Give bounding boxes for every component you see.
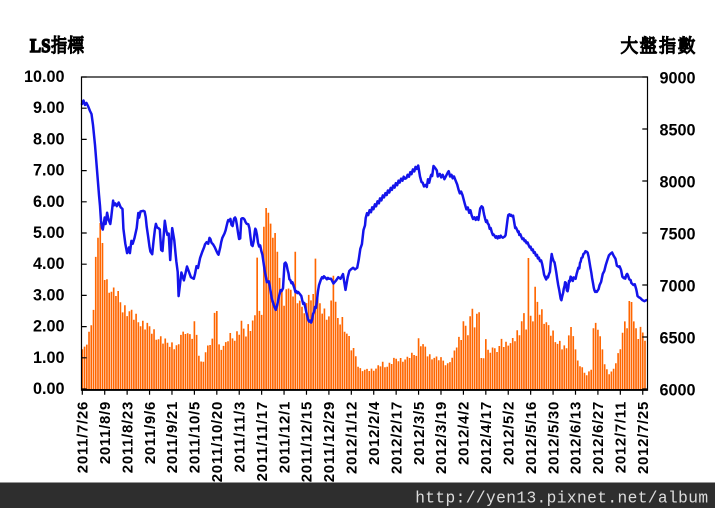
svg-text:2011/11/17: 2011/11/17 (254, 401, 271, 481)
svg-text:2012/5/2: 2012/5/2 (500, 401, 517, 465)
svg-text:8.00: 8.00 (33, 130, 65, 148)
svg-text:9.00: 9.00 (33, 99, 65, 117)
svg-text:3.00: 3.00 (33, 286, 65, 304)
svg-text:2012/4/17: 2012/4/17 (478, 401, 495, 474)
svg-text:http://yen13.pixnet.net/album: http://yen13.pixnet.net/album (415, 490, 708, 508)
svg-text:7.00: 7.00 (33, 162, 65, 180)
svg-text:2011/9/21: 2011/9/21 (164, 401, 181, 473)
svg-text:6000: 6000 (660, 382, 696, 400)
svg-text:6.00: 6.00 (33, 193, 65, 211)
svg-text:2.00: 2.00 (33, 318, 65, 336)
svg-text:7000: 7000 (660, 278, 696, 296)
svg-text:2011/12/1: 2011/12/1 (276, 401, 293, 473)
svg-text:4.00: 4.00 (33, 255, 65, 273)
svg-text:0.00: 0.00 (33, 380, 65, 398)
svg-text:2012/2/4: 2012/2/4 (366, 401, 383, 465)
svg-text:8500: 8500 (660, 122, 696, 140)
svg-text:6500: 6500 (660, 330, 696, 348)
svg-text:2011/7/26: 2011/7/26 (75, 401, 92, 473)
svg-text:2011/12/15: 2011/12/15 (299, 401, 316, 482)
svg-text:5.00: 5.00 (33, 224, 65, 242)
svg-text:2012/3/5: 2012/3/5 (411, 401, 428, 465)
svg-text:2012/6/27: 2012/6/27 (590, 401, 607, 474)
svg-text:2012/6/13: 2012/6/13 (568, 401, 585, 474)
svg-text:2012/3/19: 2012/3/19 (433, 401, 450, 474)
svg-text:2012/1/12: 2012/1/12 (344, 401, 361, 474)
svg-text:10.00: 10.00 (24, 68, 65, 86)
svg-text:2012/2/17: 2012/2/17 (388, 401, 405, 474)
svg-text:2012/7/25: 2012/7/25 (635, 401, 652, 474)
svg-text:2011/10/5: 2011/10/5 (187, 401, 204, 473)
svg-text:2011/12/29: 2011/12/29 (321, 401, 338, 482)
svg-text:1.00: 1.00 (33, 349, 65, 367)
svg-text:2012/7/11: 2012/7/11 (613, 401, 630, 473)
svg-text:2011/9/6: 2011/9/6 (142, 401, 159, 464)
svg-text:7500: 7500 (660, 226, 696, 244)
svg-text:9000: 9000 (660, 70, 696, 88)
svg-text:2011/11/3: 2011/11/3 (231, 401, 248, 472)
svg-text:2011/10/20: 2011/10/20 (209, 401, 226, 482)
svg-text:2011/8/9: 2011/8/9 (97, 401, 114, 464)
svg-text:2011/8/23: 2011/8/23 (119, 401, 136, 473)
svg-text:2012/5/30: 2012/5/30 (545, 401, 562, 474)
svg-text:8000: 8000 (660, 174, 696, 192)
svg-text:2012/5/16: 2012/5/16 (523, 401, 540, 474)
svg-text:2012/4/2: 2012/4/2 (456, 401, 473, 465)
